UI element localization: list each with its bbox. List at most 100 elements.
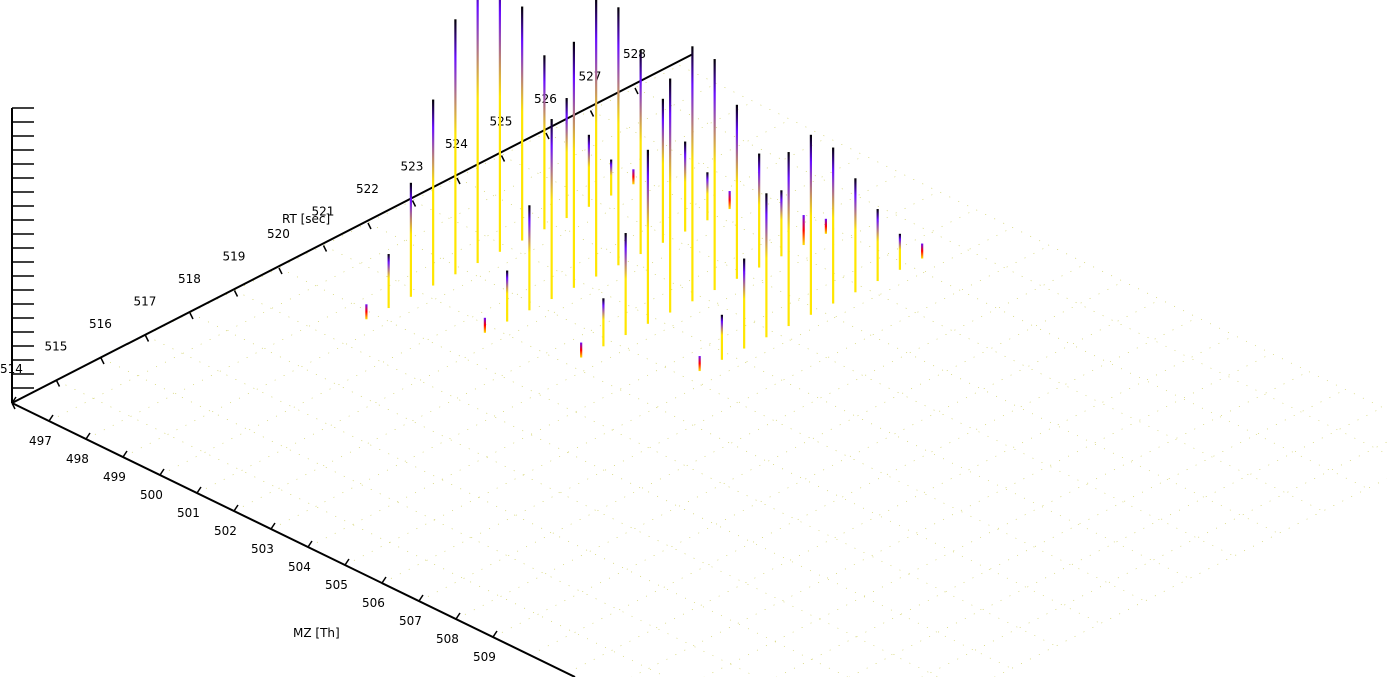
rt-axis-line: [11, 53, 694, 404]
peak-stick: [898, 233, 901, 270]
mz-tick-label: 505: [325, 578, 348, 592]
grid-line: [631, 353, 1272, 677]
mz-tick-label: 498: [66, 452, 89, 466]
grid-line: [501, 155, 1279, 534]
grid-line: [848, 407, 1383, 677]
rt-tick: [411, 200, 417, 207]
peak-stick: [824, 218, 827, 234]
grid-line: [590, 110, 1368, 489]
grid-line: [776, 389, 1346, 677]
rt-tick-label: 521: [312, 205, 335, 219]
peak-stick: [832, 147, 835, 304]
grid-line: [703, 371, 1309, 677]
rt-tick-label: 520: [267, 227, 290, 241]
mz-tick-label: 506: [362, 596, 385, 610]
peak-stick: [646, 149, 649, 324]
peak-stick: [528, 205, 531, 311]
grid-line: [381, 245, 1050, 584]
peak-stick: [713, 59, 716, 291]
peak-stick: [387, 254, 390, 309]
peak-stick: [572, 41, 575, 288]
peak-stick: [610, 159, 613, 196]
rt-tick-label: 522: [356, 182, 379, 196]
peak-stick: [706, 172, 709, 221]
peak-stick: [454, 19, 457, 275]
mz-tick: [270, 522, 276, 530]
peak-stick: [728, 191, 731, 210]
mz-tick-label: 497: [29, 434, 52, 448]
peaks: [365, 0, 924, 372]
grid-line: [100, 357, 758, 677]
rt-tick: [100, 357, 105, 365]
peak-stick: [432, 99, 435, 286]
grid-line: [233, 173, 902, 512]
mz-tick-label: 499: [103, 470, 126, 484]
grid-line: [455, 281, 1124, 620]
peak-stick: [639, 50, 642, 255]
mz-tick: [455, 612, 461, 620]
mz-tick: [196, 486, 202, 494]
mz-tick: [122, 450, 128, 458]
peak-stick: [661, 98, 664, 243]
mz-tick: [492, 630, 498, 638]
peak-stick: [565, 98, 568, 219]
peak-stick: [787, 152, 790, 327]
peak-stick: [506, 270, 509, 322]
mz-tick-label: 509: [473, 650, 496, 664]
peak-stick: [743, 258, 746, 349]
peak-stick: [809, 134, 812, 315]
rt-tick: [322, 245, 328, 252]
mz-tick-label: 500: [140, 488, 163, 502]
peak-stick: [595, 0, 598, 277]
mz-tick-label: 501: [177, 506, 200, 520]
rt-tick-label: 517: [134, 295, 157, 309]
peak-stick: [876, 209, 879, 282]
rt-tick: [634, 87, 639, 95]
grid-line: [48, 83, 717, 422]
rt-tick: [144, 335, 150, 342]
rt-tick-label: 528: [623, 47, 646, 61]
peak-stick: [476, 0, 479, 264]
mz-tick: [48, 414, 54, 422]
rt-tick: [278, 267, 283, 275]
peak-stick: [720, 314, 723, 360]
axis-ticks: 5145155165175185195205215225235245255265…: [0, 47, 646, 664]
grid-line: [196, 155, 865, 494]
grid-line: [145, 335, 849, 677]
grid-line: [456, 177, 1235, 557]
peak-stick: [632, 169, 635, 185]
peak-stick: [758, 153, 761, 268]
grid-line: [278, 267, 1057, 647]
peak-stick: [921, 243, 924, 259]
grid-line: [85, 101, 754, 440]
grid-line: [492, 299, 1161, 638]
axis-labels: RT [sec] MZ [Th]: [282, 212, 340, 640]
rt-tick-label: 518: [178, 272, 201, 286]
grid-line: [367, 222, 1146, 602]
grid-line: [189, 312, 939, 677]
peak-stick: [802, 215, 805, 246]
rt-tick-label: 523: [401, 160, 424, 174]
rt-tick: [367, 222, 372, 230]
grid-line: [412, 200, 1190, 579]
mz-tick: [159, 468, 165, 476]
grid-line: [234, 290, 1012, 669]
rt-tick: [589, 110, 595, 117]
peak-stick: [587, 134, 590, 207]
rt-tick-label: 516: [89, 317, 112, 331]
peak-stick: [409, 182, 412, 297]
peak-stick: [498, 0, 501, 252]
rt-tick-label: 519: [223, 250, 246, 264]
rt-tick: [500, 155, 506, 162]
grid-line: [545, 132, 1324, 512]
grid-line: [566, 335, 1235, 674]
mz-tick: [11, 396, 17, 404]
peak-stick: [602, 298, 605, 347]
grid-line: [418, 263, 1087, 602]
peak-stick: [580, 342, 583, 358]
grid-line: [323, 245, 1101, 624]
rt-axis-title: RT [sec]: [282, 212, 330, 226]
rt-tick: [456, 177, 461, 185]
peak-stick: [854, 178, 857, 293]
